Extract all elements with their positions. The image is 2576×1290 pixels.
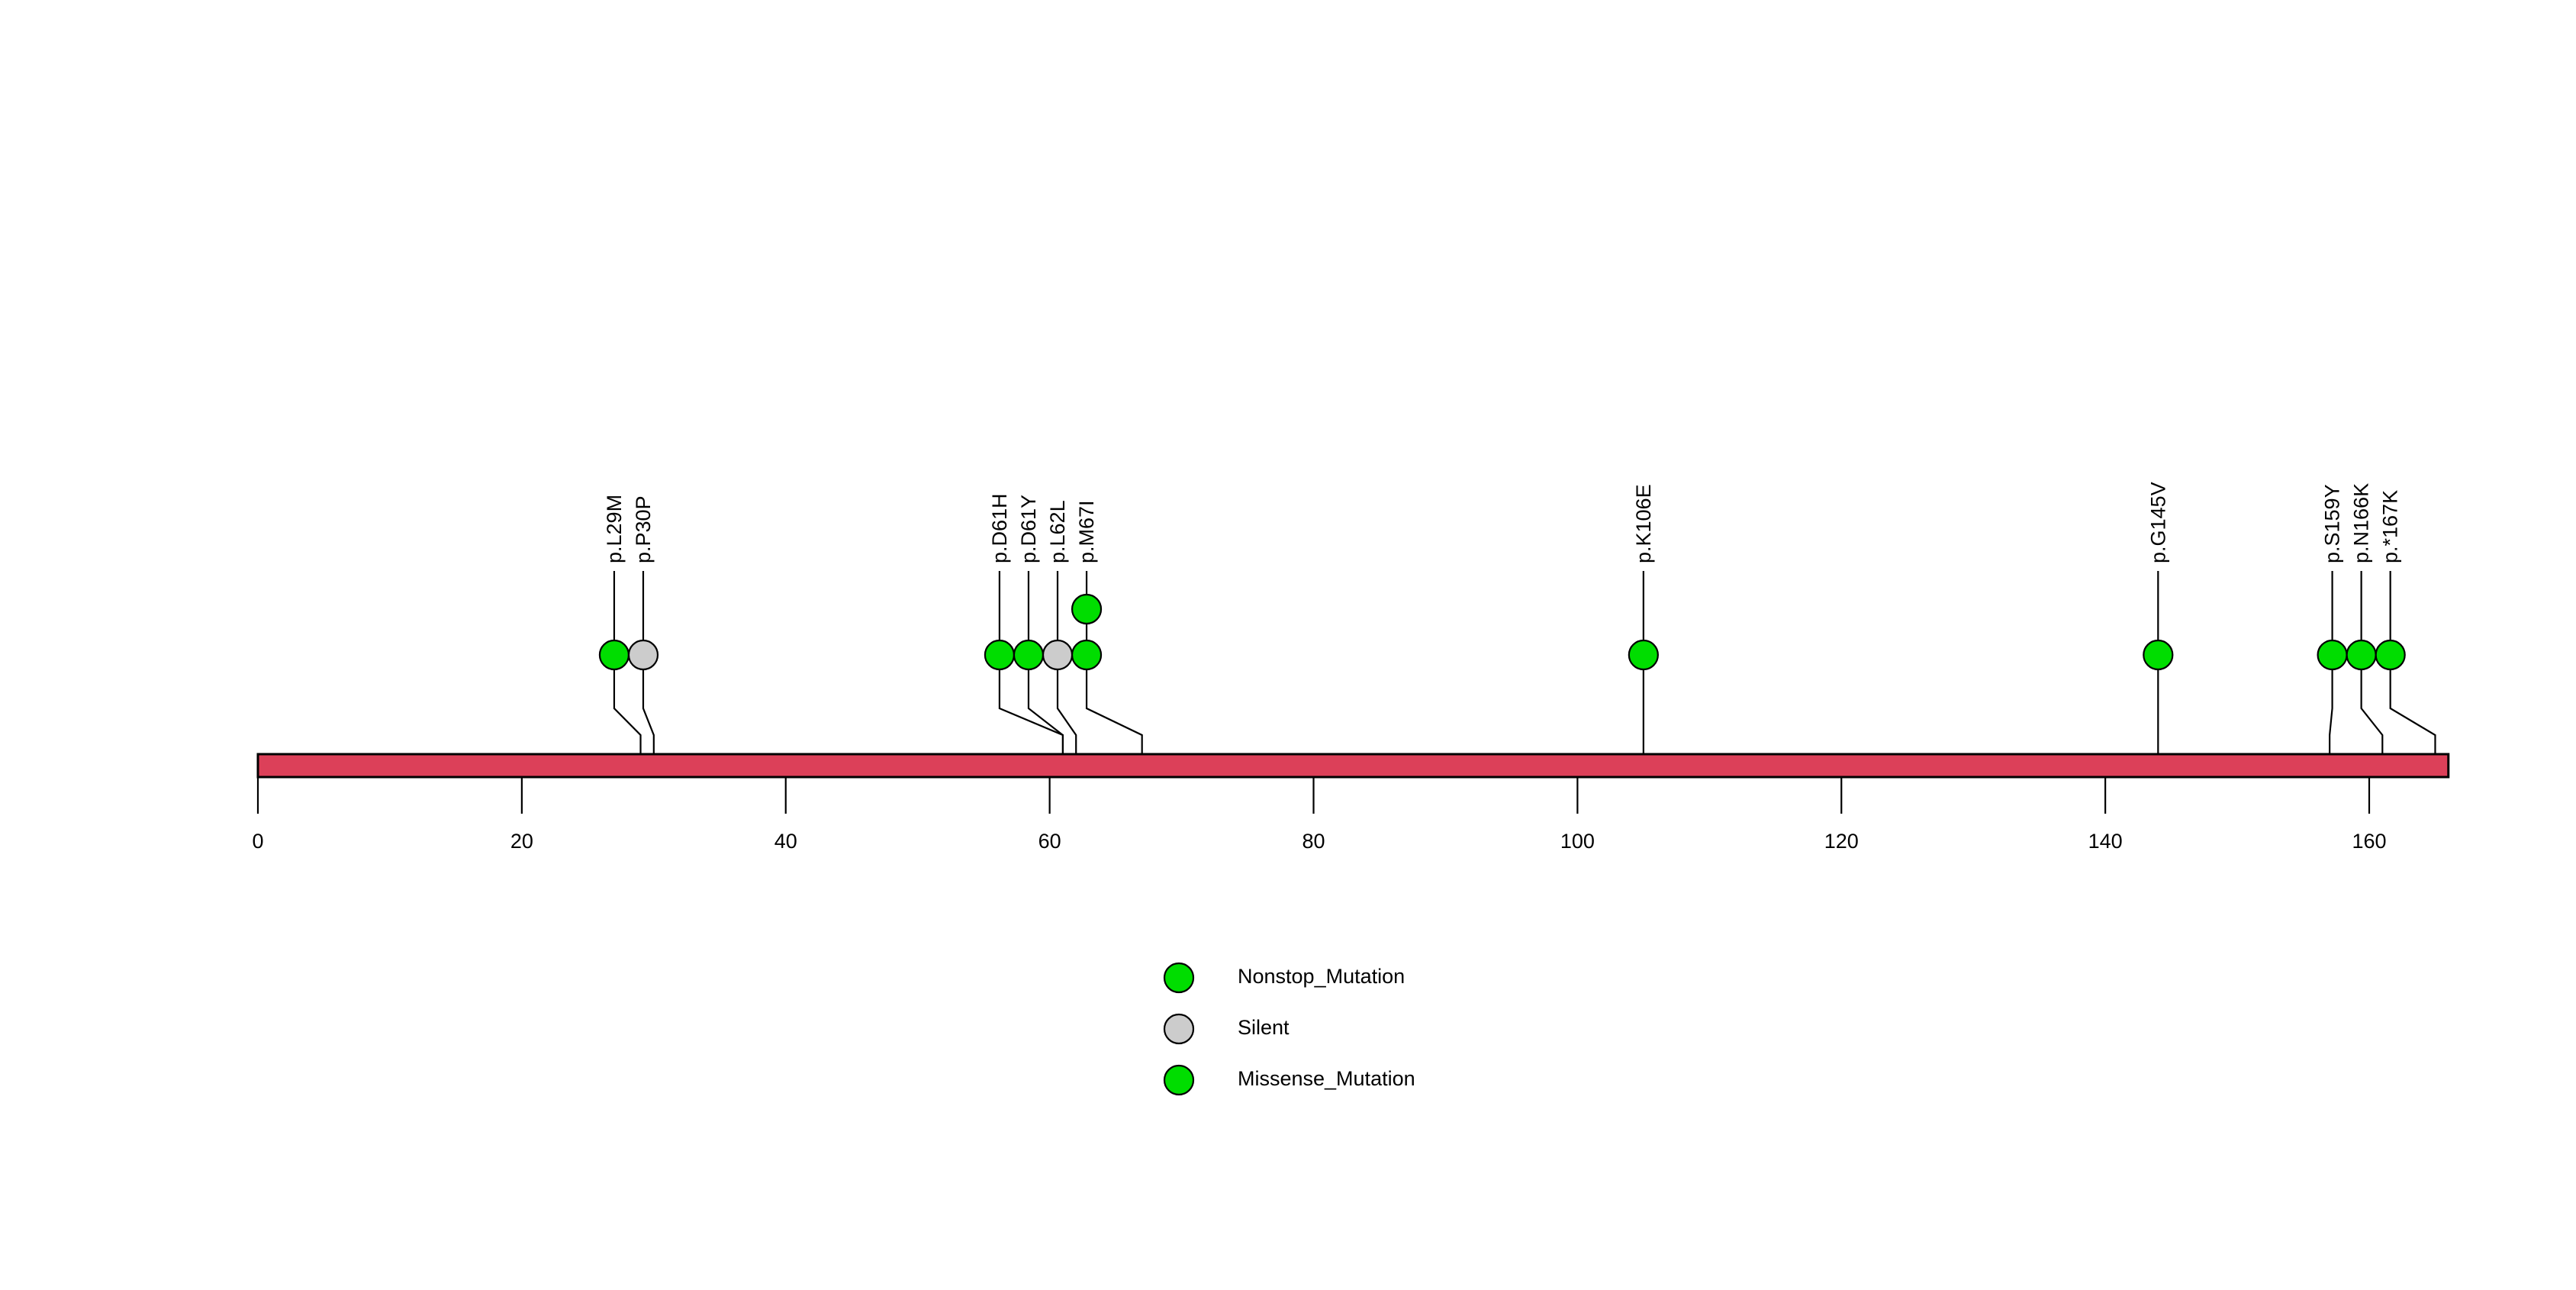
axis-tick-label: 60: [1038, 830, 1061, 853]
mutation-heads-layer: [598, 593, 2406, 671]
axis-tick-label: 120: [1824, 830, 1859, 853]
mutation-label: p.L62L: [1046, 500, 1069, 563]
mutation-marker[interactable]: [598, 639, 630, 671]
mutation-label: p.N166K: [2350, 483, 2373, 563]
mutation-stems-layer: [613, 571, 2436, 777]
x-axis-layer: 0 20 40 60 80 100 120 140 160: [252, 777, 2387, 853]
legend-swatch: [1163, 1013, 1195, 1045]
mutation-label: p.D61Y: [1017, 495, 1040, 563]
mutation-marker[interactable]: [1628, 639, 1659, 671]
legend-label: Nonstop_Mutation: [1238, 965, 1405, 988]
protein-bar-layer: [256, 753, 2450, 779]
legend-label: Missense_Mutation: [1238, 1067, 1415, 1090]
mutation-stem: [998, 571, 1064, 777]
mutation-label: p.K106E: [1632, 484, 1655, 563]
mutation-marker[interactable]: [2143, 639, 2174, 671]
mutation-marker[interactable]: [984, 639, 1016, 671]
protein-bar: [256, 753, 2450, 779]
mutation-label: p.D61H: [988, 493, 1011, 563]
legend-label: Silent: [1238, 1016, 1290, 1039]
legend-swatch: [1163, 962, 1195, 994]
axis-tick-label: 80: [1302, 830, 1325, 853]
mutation-marker[interactable]: [2317, 639, 2348, 671]
mutation-label: p.S159Y: [2321, 484, 2344, 563]
axis-tick-label: 140: [2088, 830, 2123, 853]
mutation-label: p.L29M: [603, 495, 626, 563]
mutation-label: p.G145V: [2146, 482, 2169, 563]
legend-swatch: [1163, 1064, 1195, 1096]
axis-tick-label: 160: [2352, 830, 2386, 853]
axis-tick-label: 20: [510, 830, 533, 853]
mutation-marker[interactable]: [1071, 593, 1103, 625]
legend-layer: Nonstop_Mutation Silent Missense_Mutation: [1163, 962, 1415, 1096]
mutation-marker[interactable]: [1042, 639, 1074, 671]
mutation-marker[interactable]: [1013, 639, 1045, 671]
mutation-stem: [613, 571, 642, 777]
mutation-label: p.*167K: [2379, 490, 2402, 563]
mutation-stem: [642, 571, 655, 777]
mutation-stem: [2360, 571, 2384, 777]
mutation-stem: [2329, 571, 2333, 777]
axis-tick-label: 0: [252, 830, 263, 853]
mutation-stem: [2389, 571, 2436, 777]
mutation-label: p.M67I: [1075, 500, 1098, 563]
mutation-marker[interactable]: [1071, 639, 1103, 671]
mutation-marker[interactable]: [2375, 639, 2406, 671]
mutation-marker[interactable]: [2346, 639, 2377, 671]
axis-tick-label: 40: [774, 830, 797, 853]
axis-tick-label: 100: [1560, 830, 1595, 853]
mutation-labels-layer: p.L29M p.P30P p.D61H p.D61Y p.L62L p.M67I p.K1…: [603, 482, 2402, 563]
mutation-label: p.P30P: [632, 495, 655, 563]
mutation-marker[interactable]: [627, 639, 659, 671]
